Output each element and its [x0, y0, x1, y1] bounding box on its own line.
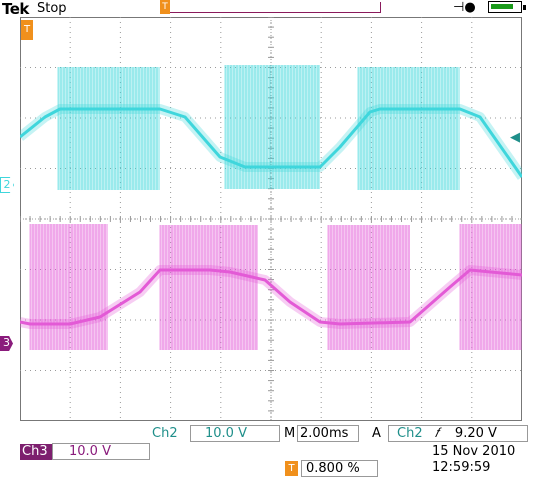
- trigger-position[interactable]: 0.800 %: [301, 460, 378, 477]
- date: 15 Nov 2010: [432, 444, 516, 459]
- trigger-level: 9.20 V: [454, 426, 497, 441]
- ch3-waveform: [20, 224, 522, 350]
- ch3-label[interactable]: Ch3: [20, 444, 52, 460]
- status-bar: Tek Stop T ⊣●: [0, 0, 541, 18]
- ch3-scale[interactable]: 10.0 V: [52, 443, 150, 460]
- ch3-ground-marker[interactable]: 3: [0, 336, 13, 351]
- battery-icon: [488, 1, 522, 13]
- brand-logo: Tek: [2, 0, 29, 18]
- trigger-source: Ch2: [397, 426, 423, 441]
- waveforms: [20, 65, 522, 350]
- ch2-scale[interactable]: 10.0 V: [190, 425, 280, 442]
- record-trigger-marker: T: [160, 0, 170, 14]
- ch2-ground-marker[interactable]: 2: [0, 177, 14, 193]
- timebase[interactable]: 2.00ms: [297, 425, 359, 442]
- ch2-label[interactable]: Ch2: [152, 426, 178, 441]
- trigger-level-marker[interactable]: ◀: [510, 130, 520, 145]
- ch2-waveform: [20, 65, 522, 190]
- trigger-readout[interactable]: Ch2 𝑓 9.20 V: [388, 425, 528, 442]
- power-plug-icon: ⊣●: [453, 0, 476, 15]
- trigger-slope-icon: 𝑓: [434, 426, 439, 441]
- battery-tip: [523, 5, 526, 10]
- timebase-mode: M: [284, 426, 296, 441]
- acquisition-state: Stop: [37, 1, 67, 16]
- trigger-mode: A: [372, 426, 381, 441]
- record-position-bar: [160, 2, 381, 13]
- ch3-waveform-trace: [20, 268, 522, 326]
- ch3-waveform-burst: [328, 225, 410, 350]
- ch3-waveform-burst: [460, 224, 522, 350]
- ch2-waveform-trace: [20, 107, 522, 178]
- time: 12:59:59: [432, 460, 491, 475]
- battery-level: [491, 4, 513, 9]
- trigger-position-marker[interactable]: T: [21, 20, 33, 40]
- trigger-position-icon: T: [285, 461, 298, 476]
- ch3-waveform-burst: [160, 225, 258, 350]
- scope-screen: [20, 17, 522, 421]
